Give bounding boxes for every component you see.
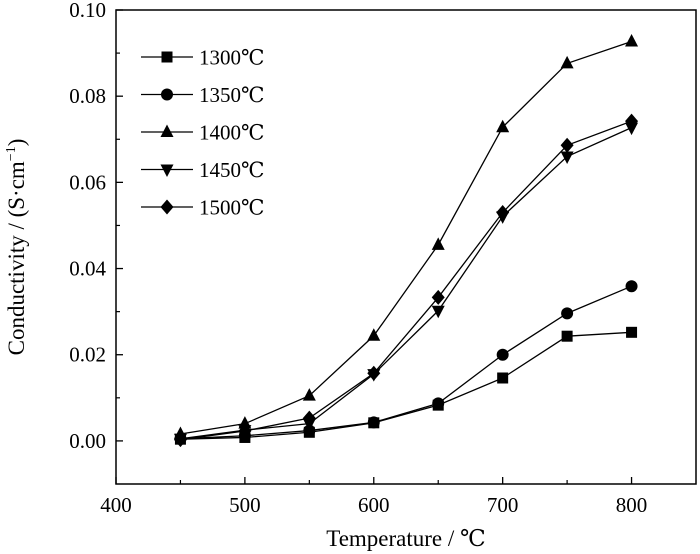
legend-marker-diamond xyxy=(160,199,174,215)
x-tick-label: 400 xyxy=(100,493,132,517)
legend-label: 1500℃ xyxy=(199,196,265,220)
y-tick-label: 0.08 xyxy=(69,84,106,108)
data-point-circle xyxy=(367,416,380,429)
data-point-diamond xyxy=(238,423,252,439)
data-point-diamond xyxy=(625,113,639,129)
data-point-triangle-up xyxy=(367,328,381,341)
data-point-diamond xyxy=(496,205,510,221)
legend-marker-triangle-up xyxy=(160,124,174,137)
data-point-triangle-down xyxy=(625,122,639,136)
data-point-diamond xyxy=(431,289,445,305)
plot-frame xyxy=(115,9,697,485)
data-point-diamond xyxy=(560,137,574,153)
y-axis-title-superscript: −1 xyxy=(4,146,19,161)
y-tick-label: 0.10 xyxy=(69,0,106,22)
data-point-diamond xyxy=(367,365,381,381)
x-axis-title: Temperature / ℃ xyxy=(326,526,486,551)
series-line-3 xyxy=(180,40,632,435)
legend-marker-circle xyxy=(161,88,173,101)
data-point-triangle-up xyxy=(302,388,316,401)
x-tick-label: 700 xyxy=(487,493,519,517)
data-point-triangle-up xyxy=(496,119,510,133)
y-tick-label: 0.04 xyxy=(69,257,106,281)
data-point-square xyxy=(497,372,509,384)
series-lines xyxy=(180,40,632,441)
legend-label: 1400℃ xyxy=(199,121,265,145)
y-tick-label: 0.06 xyxy=(69,170,106,194)
data-point-diamond xyxy=(302,410,316,426)
series-markers xyxy=(173,33,639,448)
legend-label: 1300℃ xyxy=(199,46,265,70)
x-tick-label: 800 xyxy=(616,493,648,517)
x-tick-label: 500 xyxy=(229,493,261,517)
legend-label: 1350℃ xyxy=(199,83,265,107)
series-line-2 xyxy=(180,285,632,440)
data-point-square xyxy=(626,326,638,338)
y-axis-title-main: Conductivity / (S·cm xyxy=(4,161,29,355)
data-point-diamond xyxy=(173,432,187,448)
data-point-circle xyxy=(496,348,509,361)
series-line-1 xyxy=(180,331,632,440)
x-tick-label: 600 xyxy=(358,493,390,517)
axis-ticks: 400 500 600 700 800 0.00 0.02 0.04 0.06 0.08 0.10 xyxy=(69,0,647,517)
y-axis-title-close: ) xyxy=(4,139,29,147)
data-point-triangle-up xyxy=(625,33,639,47)
data-point-square xyxy=(561,330,573,342)
data-point-circle xyxy=(561,307,574,320)
data-point-circle xyxy=(432,397,445,410)
legend-marker-square xyxy=(161,51,173,63)
data-point-triangle-down xyxy=(431,305,445,319)
series-line-5 xyxy=(180,120,632,441)
legend: 1300℃ 1350℃ 1400℃ 1450℃ 1500℃ xyxy=(141,46,265,220)
y-axis-title: Conductivity / (S·cm−1) xyxy=(4,139,29,356)
data-point-triangle-down xyxy=(560,151,574,165)
y-tick-label: 0.02 xyxy=(69,343,106,367)
data-point-triangle-up xyxy=(431,237,445,250)
legend-marker-triangle-down xyxy=(160,164,174,177)
data-point-triangle-up xyxy=(560,55,574,69)
y-tick-label: 0.00 xyxy=(69,429,106,453)
data-point-circle xyxy=(625,280,638,293)
legend-label: 1450℃ xyxy=(199,158,265,182)
